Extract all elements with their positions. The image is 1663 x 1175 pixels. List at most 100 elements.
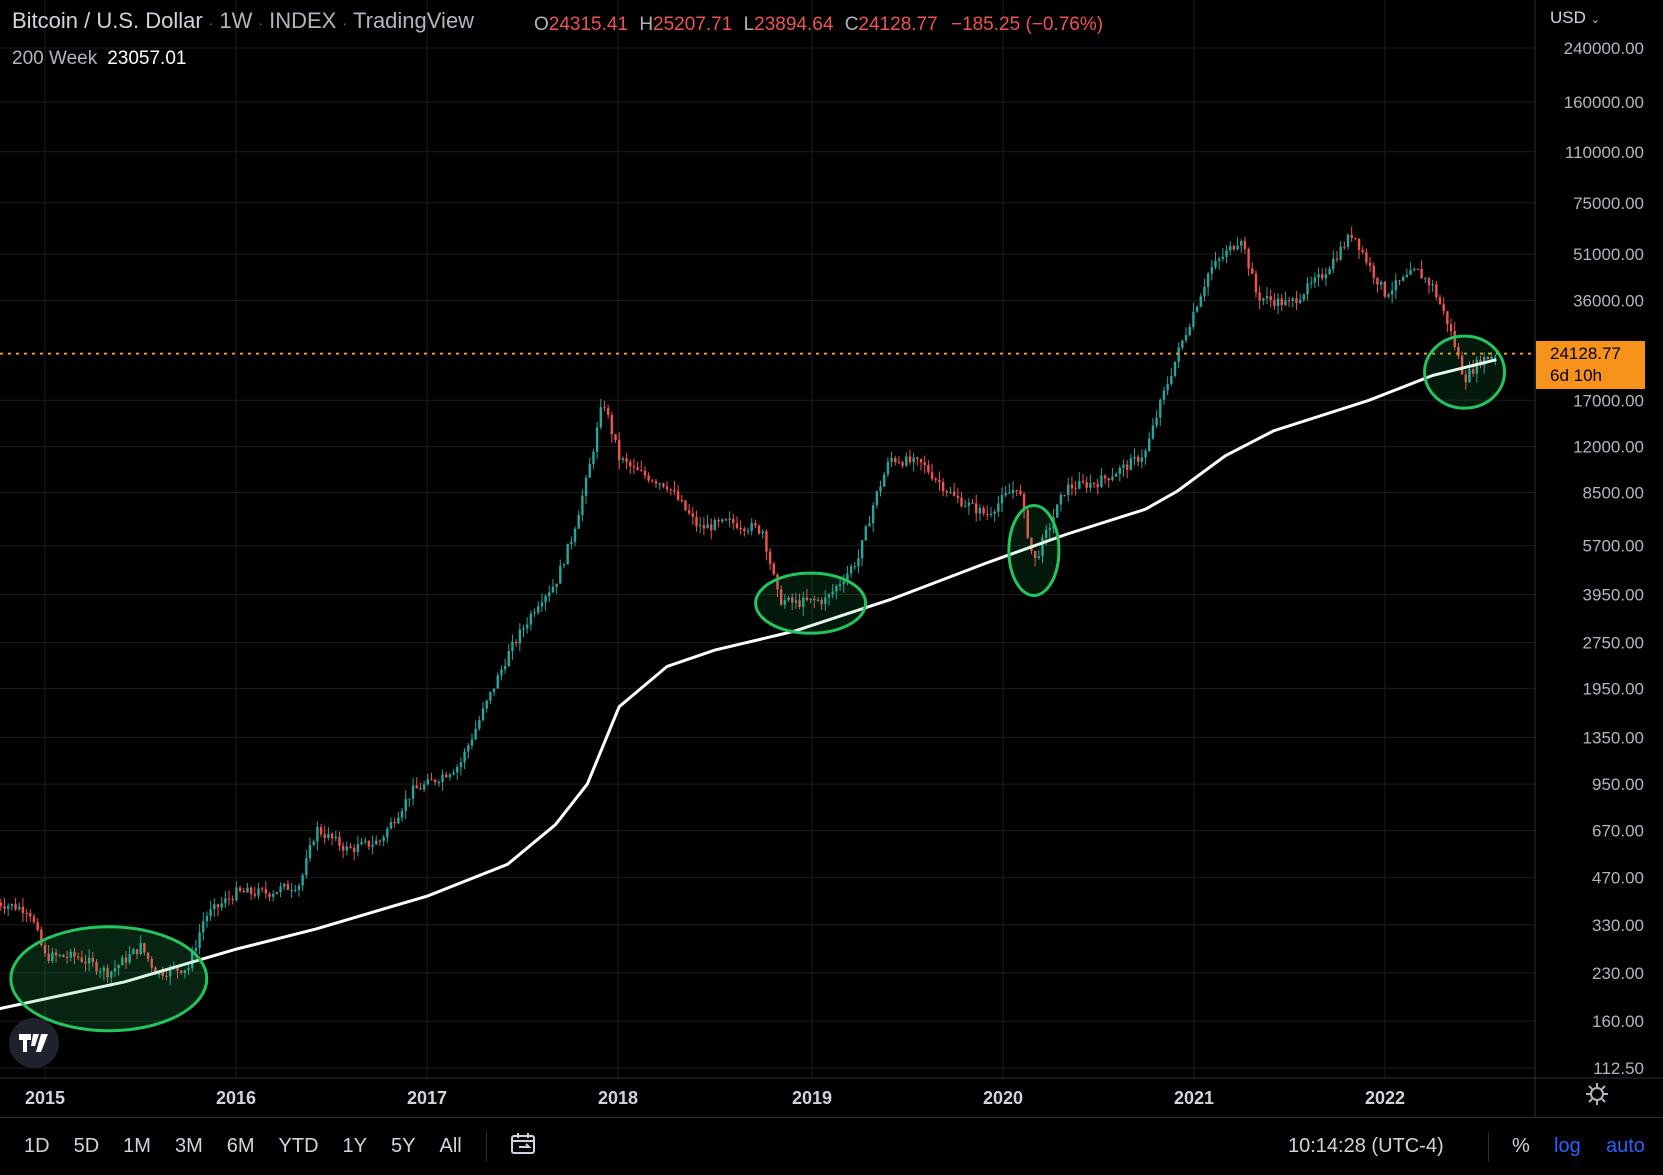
indicator-legend[interactable]: 200 Week 23057.01 (12, 48, 186, 70)
percent-scale-button[interactable]: % (1512, 1135, 1530, 1157)
candle-body (743, 528, 746, 531)
range-5y-button[interactable]: 5Y (391, 1135, 416, 1157)
candle-body (102, 967, 106, 972)
range-6m-button[interactable]: 6M (226, 1135, 255, 1157)
candle-body (824, 597, 827, 605)
exchange: INDEX (269, 8, 337, 33)
candle-body (1111, 476, 1114, 481)
range-ytd-button[interactable]: YTD (278, 1135, 319, 1157)
range-all-button[interactable]: All (439, 1135, 462, 1157)
candle-body (426, 779, 429, 785)
candle-body (327, 833, 330, 838)
ma-200-week-line (0, 358, 1497, 1011)
price-chart[interactable]: 240000.00 160000.00 110000.00 75000.00 51000… (0, 0, 1663, 1117)
candle-body (1004, 493, 1007, 496)
candle-body (481, 708, 485, 720)
candle-body (989, 513, 993, 515)
candle-body (1446, 311, 1449, 325)
settings-gear-icon[interactable] (1586, 1083, 1608, 1110)
candle-body (1295, 298, 1298, 304)
range-1d-button[interactable]: 1D (24, 1135, 50, 1157)
price-tick-label: 240000.00 (1564, 39, 1644, 58)
candle-body (1287, 300, 1291, 302)
candle-body (956, 495, 960, 498)
candle-body (1379, 281, 1383, 285)
candle-body (787, 597, 790, 601)
candle-body (411, 785, 415, 799)
candle-body (857, 558, 860, 567)
clock-timezone[interactable]: 10:14:28 (UTC-4) (1288, 1135, 1444, 1157)
candle-body (809, 598, 812, 600)
candle-body (345, 846, 349, 851)
low-label: L (743, 14, 755, 35)
candle-body (1048, 528, 1052, 530)
candle-body (879, 486, 882, 492)
interval[interactable]: 1W (219, 8, 253, 33)
ohlc-readout: O24315.41 H25207.71 L23894.64 C24128.77 … (528, 14, 1103, 36)
chart-title: Bitcoin / U.S. Dollar · 1W · INDEX · TradingVi… (12, 8, 475, 33)
candle-body (739, 528, 742, 530)
candle-body (871, 505, 875, 524)
candle-body (500, 669, 503, 676)
range-1m-button[interactable]: 1M (123, 1135, 151, 1157)
candle-body (364, 840, 367, 843)
candle-body (790, 597, 794, 603)
candle-body (559, 565, 562, 584)
candle-body (297, 885, 301, 890)
candle-body (1092, 482, 1096, 485)
candle-body (1008, 492, 1011, 494)
candle-body (1022, 494, 1026, 511)
candle-body (525, 624, 529, 629)
log-scale-button[interactable]: log (1554, 1135, 1581, 1157)
candle-body (62, 954, 65, 958)
candle-body (665, 486, 669, 490)
symbol-name[interactable]: Bitcoin / U.S. Dollar (12, 8, 203, 33)
candle-body (367, 840, 371, 847)
candle-body (669, 489, 672, 491)
price-tick-label: 1350.00 (1583, 728, 1644, 747)
candle-body (1074, 488, 1077, 490)
goto-date-icon[interactable] (510, 1132, 537, 1161)
candle-body (1070, 484, 1074, 489)
price-tick-label: 110000.00 (1565, 143, 1644, 162)
candle-body (533, 612, 536, 614)
candle-body (978, 507, 982, 514)
indicator-name: 200 Week (12, 48, 98, 69)
candle-body (161, 971, 164, 976)
candle-body (1114, 474, 1118, 477)
range-1y-button[interactable]: 1Y (342, 1135, 368, 1157)
candle-body (750, 523, 753, 531)
range-3m-button[interactable]: 3M (174, 1135, 203, 1157)
auto-scale-button[interactable]: auto (1606, 1135, 1645, 1157)
candle-body (260, 888, 264, 890)
candle-body (1081, 480, 1085, 483)
candle-body (1166, 384, 1169, 391)
candle-body (1170, 375, 1173, 385)
candle-body (1328, 269, 1331, 275)
candle-body (945, 491, 948, 493)
currency-selector[interactable]: USD ⌄ (1550, 8, 1600, 28)
time-axis[interactable]: 2015 2016 2017 2018 2019 2020 2021 2022 (25, 1088, 1405, 1108)
time-tick-label: 2022 (1365, 1088, 1405, 1108)
bottom-toolbar: 1D 5D 1M 3M 6M YTD 1Y 5Y All 10:14:28 (U… (0, 1117, 1663, 1175)
candle-body (452, 772, 455, 775)
candle-body (632, 466, 636, 468)
candle-body (124, 957, 128, 963)
candle-body (860, 540, 864, 559)
candle-body (732, 518, 735, 524)
candle-body (897, 461, 901, 463)
candle-body (448, 774, 452, 778)
price-axis[interactable]: 240000.00 160000.00 110000.00 75000.00 51000… (1564, 39, 1644, 1078)
candle-body (971, 502, 974, 504)
candle-body (993, 511, 996, 514)
bar-countdown: 6d 10h (1550, 366, 1602, 385)
candle-body (1041, 537, 1044, 557)
candle-body (1203, 286, 1206, 297)
candle-body (1192, 311, 1195, 327)
range-5d-button[interactable]: 5D (73, 1135, 100, 1157)
candle-body (272, 893, 275, 897)
candle-body (268, 893, 271, 897)
tradingview-logo-icon[interactable] (9, 1018, 59, 1068)
candle-body (975, 503, 978, 514)
candle-body (1372, 265, 1375, 278)
